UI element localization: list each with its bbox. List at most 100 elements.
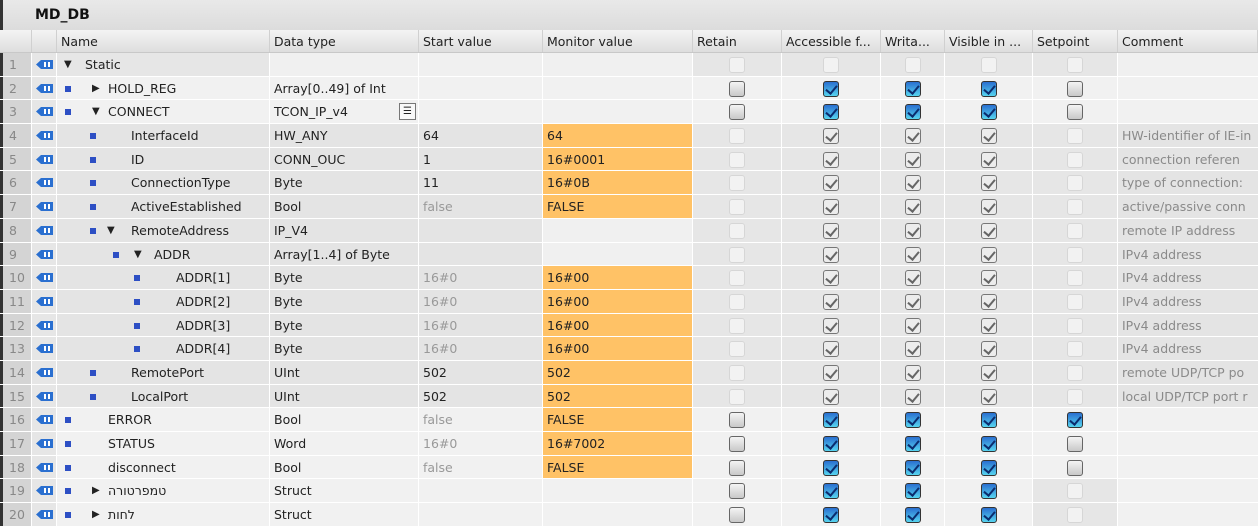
writable-checkbox[interactable]: [904, 293, 921, 310]
accessible-checkbox[interactable]: [823, 57, 839, 73]
header-data-type[interactable]: Data type: [270, 30, 419, 52]
comment-cell[interactable]: [1118, 408, 1258, 431]
data-type-cell[interactable]: Byte: [270, 337, 419, 360]
name-cell[interactable]: ▶ טמפרטורה: [57, 479, 270, 503]
header-start-value[interactable]: Start value: [419, 30, 543, 52]
start-value-cell[interactable]: 11: [419, 171, 543, 195]
setpoint-checkbox[interactable]: [1067, 104, 1083, 121]
name-cell[interactable]: LocalPort: [57, 384, 270, 408]
comment-cell[interactable]: remote UDP/TCP po: [1118, 360, 1258, 384]
accessible-checkbox[interactable]: [823, 222, 839, 239]
accessible-checkbox[interactable]: [823, 459, 839, 476]
accessible-checkbox[interactable]: [823, 199, 839, 216]
header-writable[interactable]: Writa...: [881, 30, 945, 52]
writable-checkbox[interactable]: [904, 175, 921, 192]
comment-cell[interactable]: connection referen: [1118, 147, 1258, 171]
writable-checkbox[interactable]: [904, 104, 921, 121]
start-value-cell[interactable]: false: [419, 408, 543, 431]
visible-checkbox[interactable]: [980, 270, 997, 287]
start-value-cell[interactable]: [419, 53, 543, 76]
setpoint-checkbox[interactable]: [1067, 436, 1083, 452]
data-type-cell[interactable]: UInt: [270, 384, 419, 408]
visible-checkbox[interactable]: [980, 80, 997, 97]
visible-checkbox[interactable]: [980, 293, 997, 310]
table-row[interactable]: 2 ▶ HOLD_REG Array[0..49] of Int: [0, 76, 1258, 101]
start-value-cell[interactable]: [419, 100, 543, 124]
comment-cell[interactable]: IPv4 address: [1118, 313, 1258, 337]
writable-checkbox[interactable]: [904, 459, 921, 476]
setpoint-checkbox[interactable]: [1067, 317, 1083, 334]
retain-checkbox[interactable]: [729, 317, 745, 334]
comment-cell[interactable]: active/passive conn: [1118, 195, 1258, 218]
data-type-cell[interactable]: Byte: [270, 171, 419, 195]
name-cell[interactable]: ADDR[2]: [57, 289, 270, 313]
header-accessible[interactable]: Accessible f...: [782, 30, 881, 52]
accessible-checkbox[interactable]: [823, 317, 839, 334]
writable-checkbox[interactable]: [904, 199, 921, 216]
setpoint-checkbox[interactable]: [1067, 364, 1083, 381]
data-type-cell[interactable]: CONN_OUC: [270, 147, 419, 171]
data-type-cell[interactable]: Byte: [270, 313, 419, 337]
data-type-cell[interactable]: Array[1..4] of Byte: [270, 242, 419, 266]
retain-checkbox[interactable]: [729, 364, 745, 381]
retain-checkbox[interactable]: [729, 341, 745, 358]
accessible-checkbox[interactable]: [823, 364, 839, 381]
setpoint-checkbox[interactable]: [1067, 128, 1083, 145]
writable-checkbox[interactable]: [904, 364, 921, 381]
setpoint-checkbox[interactable]: [1067, 270, 1083, 287]
data-type-cell[interactable]: Byte: [270, 266, 419, 289]
retain-checkbox[interactable]: [729, 293, 745, 310]
comment-cell[interactable]: IPv4 address: [1118, 266, 1258, 289]
name-cell[interactable]: disconnect: [57, 455, 270, 479]
visible-checkbox[interactable]: [980, 436, 997, 452]
visible-checkbox[interactable]: [980, 199, 997, 216]
writable-checkbox[interactable]: [904, 436, 921, 452]
start-value-cell[interactable]: 502: [419, 360, 543, 384]
retain-checkbox[interactable]: [729, 57, 745, 73]
name-cell[interactable]: ADDR[4]: [57, 337, 270, 360]
setpoint-checkbox[interactable]: [1067, 57, 1083, 73]
table-row[interactable]: 3 ▼ CONNECT TCON_IP_v4 ☰: [0, 100, 1258, 125]
accessible-checkbox[interactable]: [823, 104, 839, 121]
name-cell[interactable]: ERROR: [57, 408, 270, 431]
table-row[interactable]: 15 LocalPort UInt 502 502 local UDP/TCP port …: [0, 384, 1258, 409]
accessible-checkbox[interactable]: [823, 246, 839, 263]
writable-checkbox[interactable]: [904, 483, 921, 500]
accessible-checkbox[interactable]: [823, 341, 839, 358]
comment-cell[interactable]: type of connection:: [1118, 171, 1258, 195]
table-row[interactable]: 10 ADDR[1] Byte 16#0 16#00 IPv4 address: [0, 266, 1258, 290]
data-type-cell[interactable]: Struct: [270, 503, 419, 526]
retain-checkbox[interactable]: [729, 412, 745, 429]
name-cell[interactable]: RemotePort: [57, 360, 270, 384]
name-cell[interactable]: ADDR[3]: [57, 313, 270, 337]
collapsed-arrow-icon[interactable]: ▶: [92, 485, 100, 497]
writable-checkbox[interactable]: [904, 128, 921, 145]
writable-checkbox[interactable]: [904, 80, 921, 97]
comment-cell[interactable]: [1118, 100, 1258, 124]
retain-checkbox[interactable]: [729, 246, 745, 263]
start-value-cell[interactable]: 16#0: [419, 313, 543, 337]
accessible-checkbox[interactable]: [823, 128, 839, 145]
accessible-checkbox[interactable]: [823, 293, 839, 310]
accessible-checkbox[interactable]: [823, 388, 839, 405]
header-setpoint[interactable]: Setpoint: [1033, 30, 1118, 52]
start-value-cell[interactable]: 1: [419, 147, 543, 171]
comment-cell[interactable]: [1118, 455, 1258, 479]
data-type-cell[interactable]: Struct: [270, 479, 419, 503]
visible-checkbox[interactable]: [980, 104, 997, 121]
start-value-cell[interactable]: [419, 76, 543, 100]
accessible-checkbox[interactable]: [823, 412, 839, 429]
start-value-cell[interactable]: [419, 503, 543, 526]
name-cell[interactable]: ActiveEstablished: [57, 195, 270, 218]
visible-checkbox[interactable]: [980, 483, 997, 500]
writable-checkbox[interactable]: [904, 341, 921, 358]
writable-checkbox[interactable]: [904, 317, 921, 334]
header-visible[interactable]: Visible in ...: [945, 30, 1033, 52]
collapsed-arrow-icon[interactable]: ▶: [92, 82, 100, 94]
start-value-cell[interactable]: 502: [419, 384, 543, 408]
writable-checkbox[interactable]: [904, 222, 921, 239]
name-cell[interactable]: ▶ לחות: [57, 503, 270, 526]
data-type-cell[interactable]: HW_ANY: [270, 124, 419, 147]
table-row[interactable]: 13 ADDR[4] Byte 16#0 16#00 IPv4 address: [0, 337, 1258, 361]
comment-cell[interactable]: IPv4 address: [1118, 337, 1258, 360]
